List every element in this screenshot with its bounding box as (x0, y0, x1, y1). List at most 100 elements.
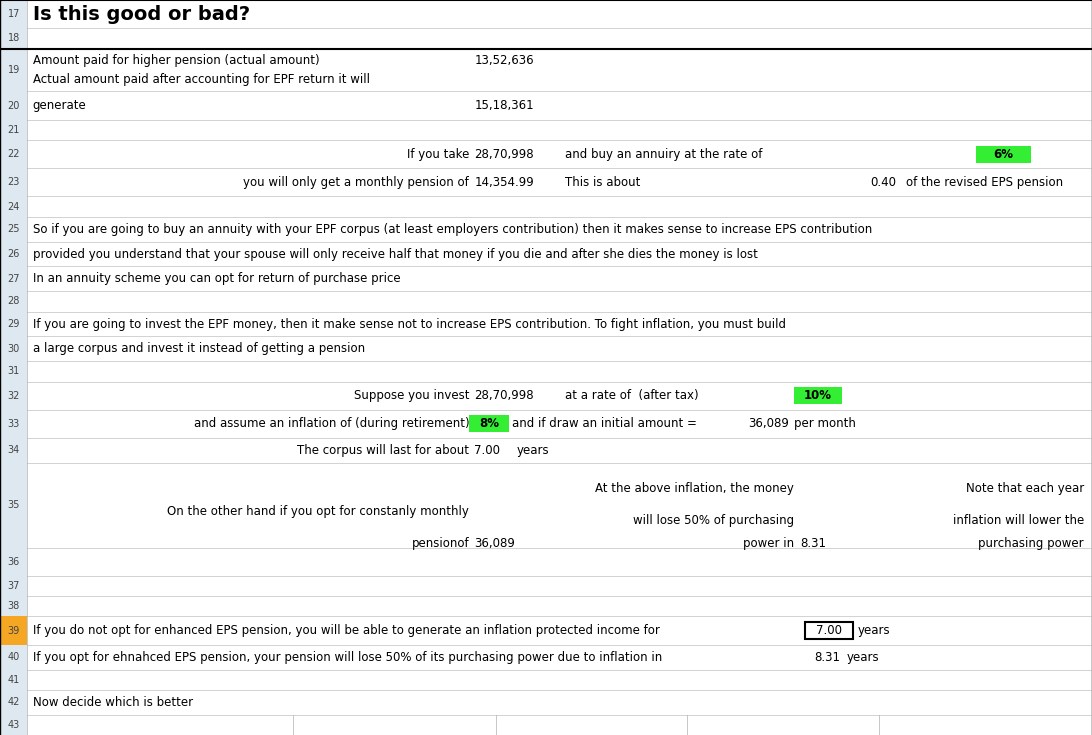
Bar (794, 387, 842, 404)
Text: generate: generate (33, 99, 86, 112)
Bar (805, 622, 853, 639)
Text: 31: 31 (8, 367, 20, 376)
Bar (0, 267, 27, 291)
Text: 32: 32 (8, 391, 20, 401)
Text: power in: power in (743, 537, 794, 550)
Text: 36,089: 36,089 (474, 537, 515, 550)
Text: At the above inflation, the money: At the above inflation, the money (595, 482, 794, 495)
Text: 21: 21 (8, 125, 20, 135)
Text: This is about: This is about (565, 176, 640, 189)
Text: 35: 35 (8, 501, 20, 510)
Text: 10%: 10% (804, 390, 832, 402)
Text: 19: 19 (8, 65, 20, 75)
Text: 8.31: 8.31 (800, 537, 827, 550)
Text: The corpus will last for about: The corpus will last for about (297, 444, 470, 457)
Text: 27: 27 (8, 274, 20, 284)
Bar (0, 196, 27, 217)
Text: 28: 28 (8, 296, 20, 306)
Bar (0, 617, 27, 645)
Text: Is this good or bad?: Is this good or bad? (33, 4, 250, 24)
Text: If you opt for ehnahced EPS pension, your pension will lose 50% of its purchasin: If you opt for ehnahced EPS pension, you… (33, 650, 662, 664)
Text: 38: 38 (8, 601, 20, 612)
Text: If you are going to invest the EPF money, then it make sense not to increase EPS: If you are going to invest the EPF money… (33, 318, 785, 331)
Text: 8%: 8% (479, 417, 499, 431)
Text: 24: 24 (8, 201, 20, 212)
Text: In an annuity scheme you can opt for return of purchase price: In an annuity scheme you can opt for ret… (33, 273, 401, 285)
Text: inflation will lower the: inflation will lower the (952, 514, 1084, 528)
Text: 36,089: 36,089 (748, 417, 788, 431)
Text: Amount paid for higher pension (actual amount): Amount paid for higher pension (actual a… (33, 54, 319, 67)
Text: 34: 34 (8, 445, 20, 456)
Bar (0, 140, 27, 168)
Text: 17: 17 (8, 9, 20, 19)
Bar (0, 28, 27, 49)
Text: 33: 33 (8, 419, 20, 429)
Text: 25: 25 (8, 224, 20, 234)
Text: Now decide which is better: Now decide which is better (33, 696, 193, 709)
Text: 18: 18 (8, 33, 20, 43)
Text: 28,70,998: 28,70,998 (474, 390, 534, 402)
Bar (0, 670, 27, 690)
Bar (0, 337, 27, 362)
Bar (0, 168, 27, 196)
Text: 23: 23 (8, 177, 20, 187)
Text: 15,18,361: 15,18,361 (474, 99, 534, 112)
Bar (0, 714, 27, 735)
Text: 7.00: 7.00 (474, 444, 500, 457)
Text: you will only get a monthly pension of: you will only get a monthly pension of (244, 176, 470, 189)
Text: Note that each year: Note that each year (965, 482, 1084, 495)
Bar (976, 146, 1031, 162)
Text: years: years (518, 444, 549, 457)
Text: 28,70,998: 28,70,998 (474, 148, 534, 161)
Text: 22: 22 (8, 149, 20, 159)
Text: years: years (846, 650, 879, 664)
Text: years: years (857, 624, 890, 637)
Text: Suppose you invest: Suppose you invest (354, 390, 470, 402)
Text: 41: 41 (8, 675, 20, 685)
Bar (470, 415, 509, 432)
Text: 7.00: 7.00 (816, 624, 842, 637)
Text: 40: 40 (8, 652, 20, 662)
Bar (0, 576, 27, 596)
Text: 30: 30 (8, 344, 20, 354)
Text: per month: per month (794, 417, 856, 431)
Text: 36: 36 (8, 556, 20, 567)
Text: provided you understand that your spouse will only receive half that money if yo: provided you understand that your spouse… (33, 248, 758, 260)
Text: 6%: 6% (994, 148, 1013, 161)
Bar (0, 548, 27, 576)
Text: 0.40: 0.40 (870, 176, 897, 189)
Text: So if you are going to buy an annuity with your EPF corpus (at least employers c: So if you are going to buy an annuity wi… (33, 223, 871, 236)
Bar (0, 0, 27, 28)
Text: 29: 29 (8, 319, 20, 329)
Bar (0, 242, 27, 267)
Text: and buy an annuiry at the rate of: and buy an annuiry at the rate of (565, 148, 762, 161)
Bar (0, 217, 27, 242)
Bar (0, 49, 27, 91)
Text: will lose 50% of purchasing: will lose 50% of purchasing (632, 514, 794, 528)
Text: purchasing power: purchasing power (978, 537, 1084, 550)
Bar (0, 312, 27, 337)
Text: of the revised EPS pension: of the revised EPS pension (906, 176, 1064, 189)
Text: 26: 26 (8, 249, 20, 259)
Text: a large corpus and invest it instead of getting a pension: a large corpus and invest it instead of … (33, 343, 365, 355)
Text: 8.31: 8.31 (815, 650, 841, 664)
Text: 14,354.99: 14,354.99 (474, 176, 534, 189)
Text: and assume an inflation of (during retirement): and assume an inflation of (during retir… (193, 417, 470, 431)
Text: 39: 39 (8, 625, 20, 636)
Bar (0, 690, 27, 714)
Bar (0, 291, 27, 312)
Text: If you do not opt for enhanced EPS pension, you will be able to generate an infl: If you do not opt for enhanced EPS pensi… (33, 624, 660, 637)
Bar (0, 381, 27, 410)
Text: and if draw an initial amount =: and if draw an initial amount = (512, 417, 697, 431)
Text: 42: 42 (8, 698, 20, 707)
Bar (0, 91, 27, 120)
Text: Actual amount paid after accounting for EPF return it will: Actual amount paid after accounting for … (33, 73, 369, 86)
Bar (0, 438, 27, 463)
Text: 37: 37 (8, 581, 20, 591)
Bar (0, 596, 27, 617)
Bar (0, 120, 27, 140)
Text: 43: 43 (8, 720, 20, 730)
Bar (0, 410, 27, 438)
Bar (0, 645, 27, 670)
Bar (0, 463, 27, 548)
